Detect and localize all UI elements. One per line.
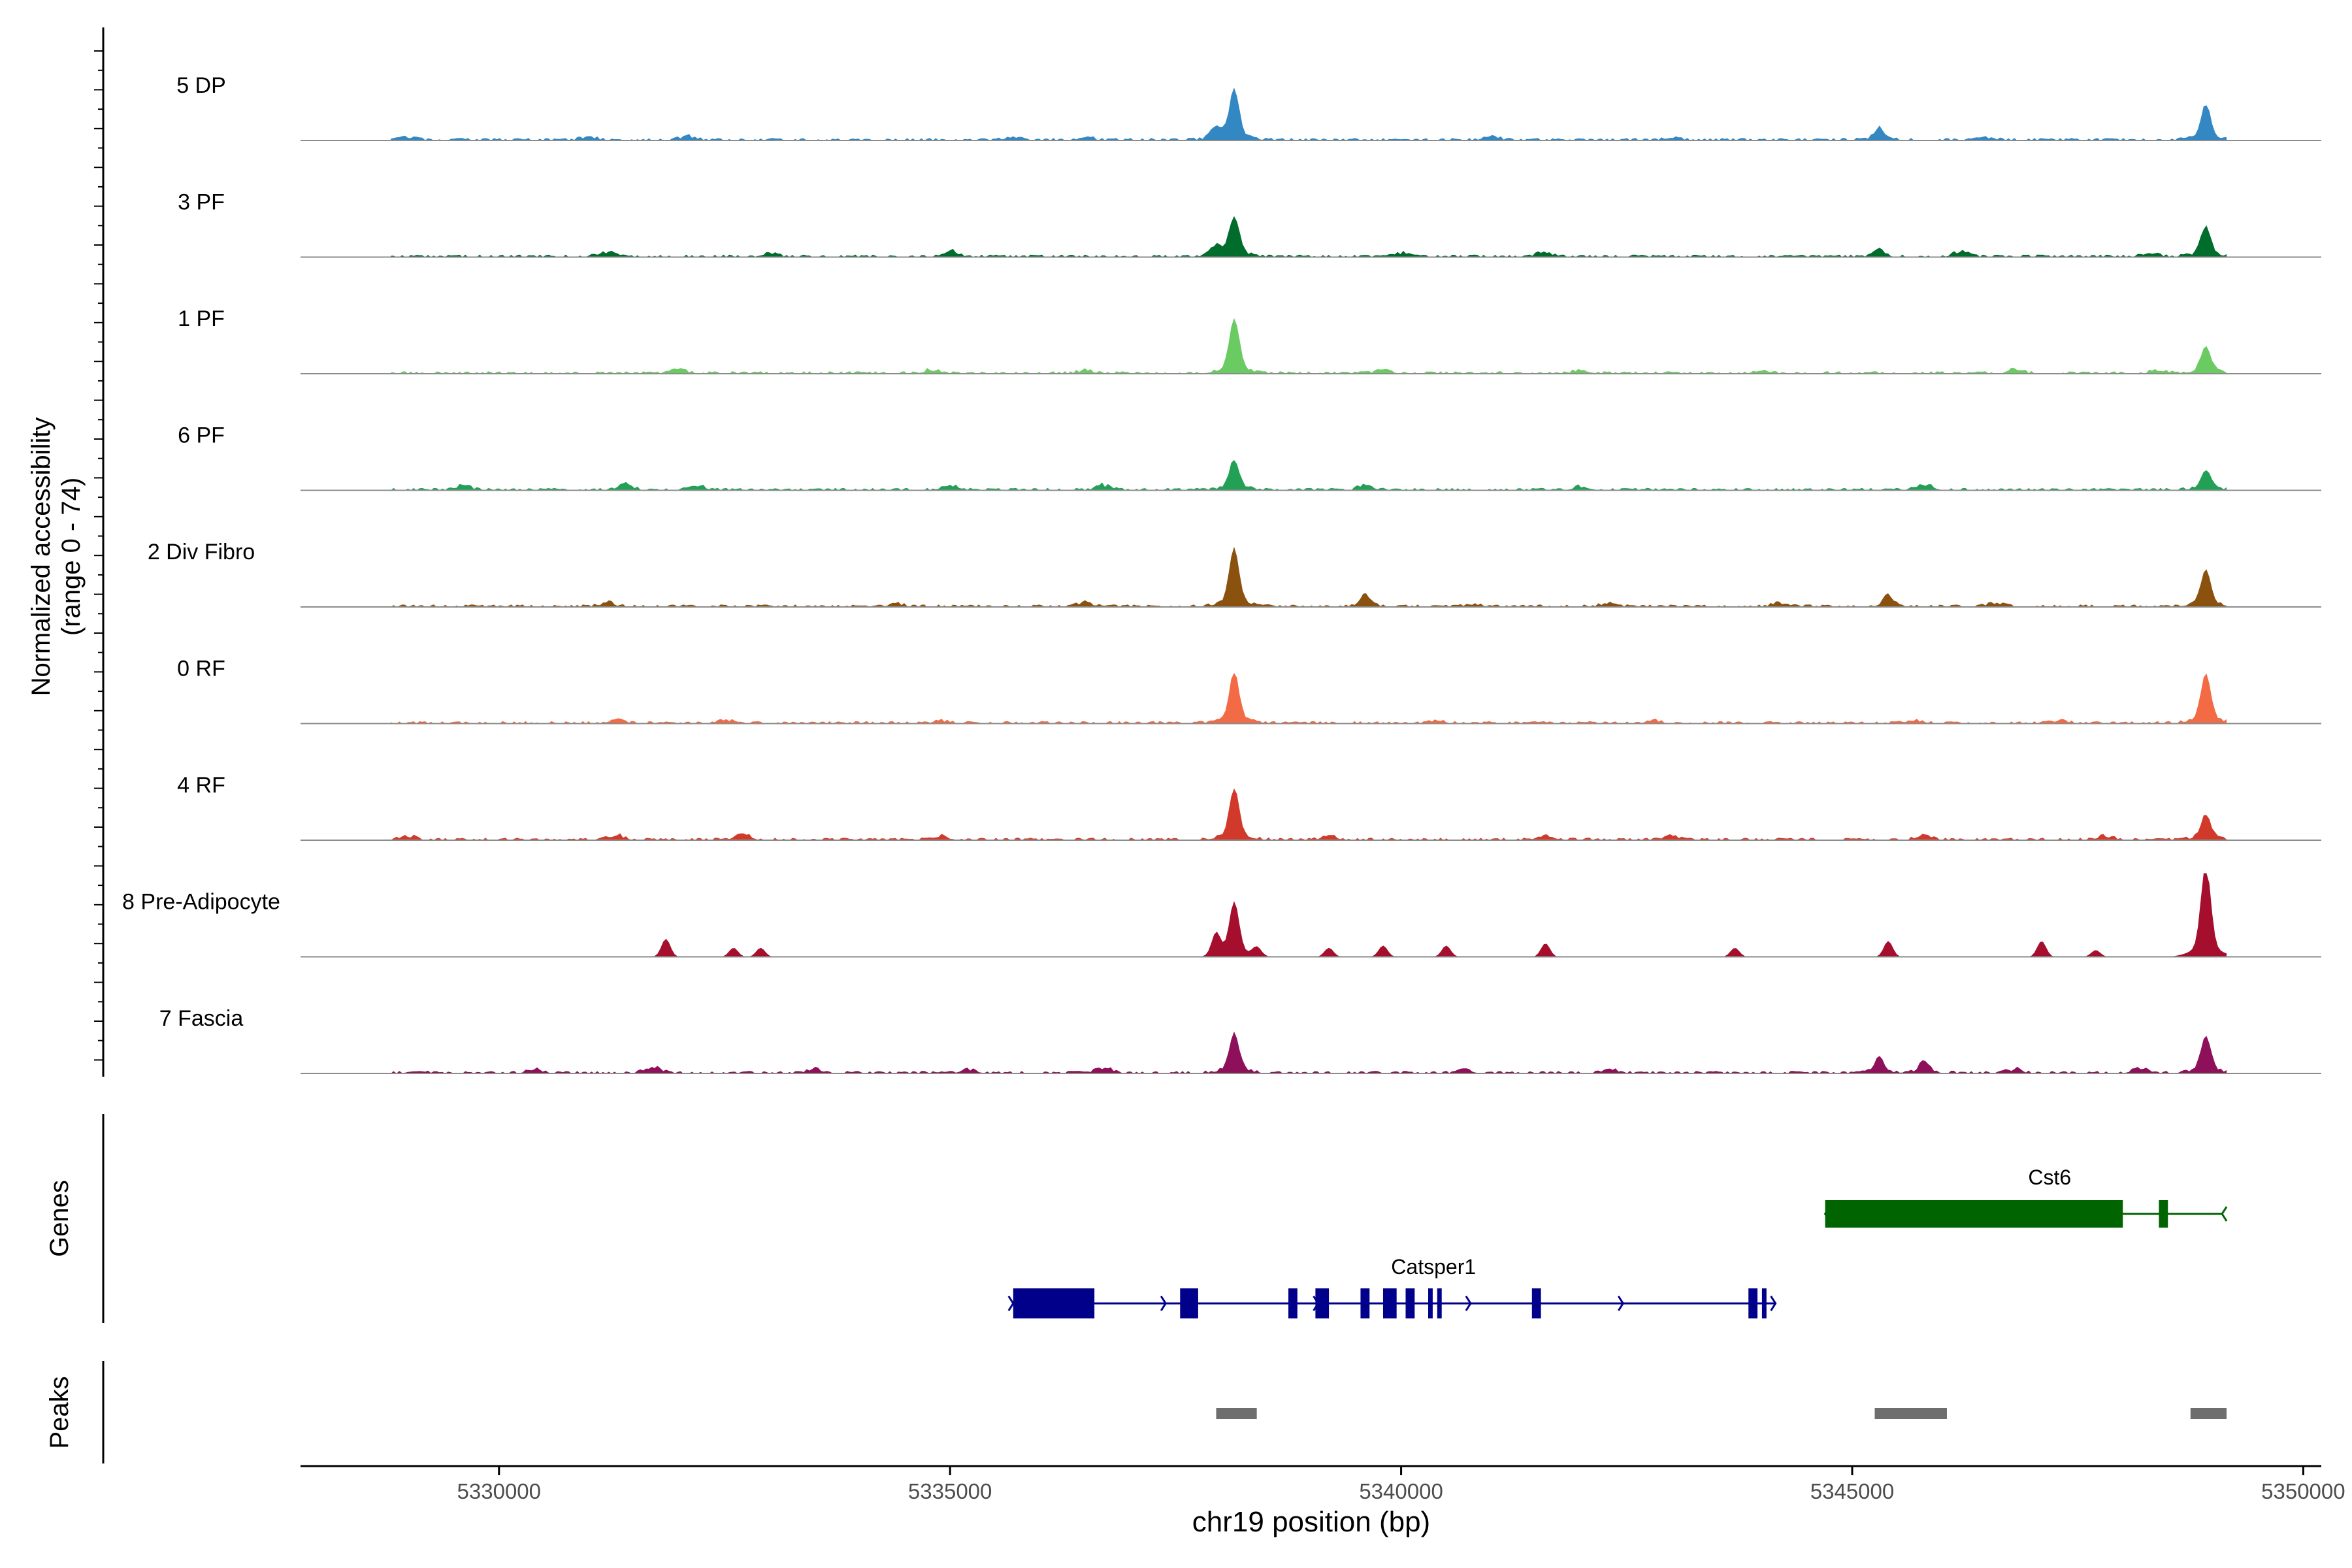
strand-chevron (1160, 1296, 1167, 1311)
track-label: 5 DP (176, 73, 226, 98)
track-7-fascia: 7 Fascia (159, 1006, 2321, 1074)
peak-regions (1216, 1408, 2227, 1419)
coverage-area (391, 460, 2227, 491)
peaks-panel-label: Peaks (45, 1376, 74, 1448)
gene-exon (1013, 1288, 1095, 1318)
track-label: 1 PF (178, 306, 225, 331)
gene-exon (1437, 1288, 1442, 1318)
peak-region (1216, 1408, 1257, 1419)
x-axis-title: chr19 position (bp) (1192, 1506, 1430, 1538)
track-label: 7 Fascia (159, 1006, 244, 1031)
coverage-area (391, 546, 2227, 607)
coverage-area (391, 318, 2227, 374)
coverage-area (391, 88, 2227, 140)
track-1-pf: 1 PF (178, 306, 2321, 374)
track-4-rf: 4 RF (177, 773, 2321, 841)
coverage-area (391, 788, 2227, 840)
track-label: 0 RF (177, 657, 225, 681)
track-label: 3 PF (178, 190, 225, 215)
track-2-div-fibro: 2 Div Fibro (148, 540, 2321, 608)
gene-annotations: Cst6 Catsper1 (1007, 1166, 2228, 1318)
strand-chevron (1770, 1296, 1777, 1311)
gene-exon (1315, 1288, 1330, 1318)
gene-exon (1825, 1200, 2123, 1228)
x-tick-label: 5345000 (1810, 1479, 1894, 1503)
gene-cst6: Cst6 (1823, 1166, 2228, 1228)
track-label: 4 RF (177, 773, 225, 798)
coverage-tracks: 5 DP 3 PF 1 PF 6 PF 2 Div Fibro 0 RF 4 RF 8 Pre… (122, 73, 2321, 1074)
gene-exon (1382, 1288, 1397, 1318)
peak-region (1874, 1408, 1947, 1419)
track-3-pf: 3 PF (178, 190, 2321, 258)
gene-catsper1: Catsper1 (1007, 1255, 1777, 1318)
track-label: 2 Div Fibro (148, 540, 255, 564)
gene-label: Cst6 (2028, 1166, 2071, 1189)
strand-chevron (1007, 1296, 1015, 1311)
x-tick-label: 5335000 (908, 1479, 992, 1503)
gene-exon (1428, 1288, 1433, 1318)
coverage-area (391, 216, 2227, 257)
track-0-rf: 0 RF (177, 657, 2321, 725)
strand-chevron (1465, 1296, 1472, 1311)
strand-chevron (2221, 1206, 2228, 1222)
gene-exon (1180, 1288, 1198, 1318)
coverage-y-axis-subtitle: (range 0 - 74) (57, 478, 86, 636)
track-5-dp: 5 DP (176, 73, 2321, 141)
coverage-area (391, 1031, 2227, 1073)
gene-exon (1360, 1288, 1370, 1318)
track-6-pf: 6 PF (178, 423, 2321, 491)
gene-exon (1748, 1288, 1757, 1318)
gene-exon (1531, 1288, 1541, 1318)
coverage-y-ticks (94, 50, 103, 1061)
track-label: 8 Pre-Adipocyte (122, 890, 280, 915)
gene-exon (2159, 1200, 2168, 1228)
peak-region (2190, 1408, 2227, 1419)
coverage-area (391, 673, 2227, 724)
gene-label: Catsper1 (1391, 1255, 1476, 1279)
track-8-pre-adipocyte: 8 Pre-Adipocyte (122, 873, 2321, 958)
x-tick-label: 5330000 (457, 1479, 541, 1503)
x-axis-ticks: 5330000 5335000 5340000 5345000 5350000 (457, 1466, 2345, 1503)
strand-chevron (1617, 1296, 1625, 1311)
track-label: 6 PF (178, 423, 225, 448)
genes-panel-label: Genes (45, 1180, 74, 1257)
coverage-area (391, 873, 2227, 957)
gene-exon (1288, 1288, 1298, 1318)
x-tick-label: 5340000 (1359, 1479, 1443, 1503)
gene-exon (1405, 1288, 1415, 1318)
coverage-y-axis-title: Normalized accessibility (27, 417, 56, 696)
gene-exon (1761, 1288, 1767, 1318)
x-tick-label: 5350000 (2261, 1479, 2345, 1503)
